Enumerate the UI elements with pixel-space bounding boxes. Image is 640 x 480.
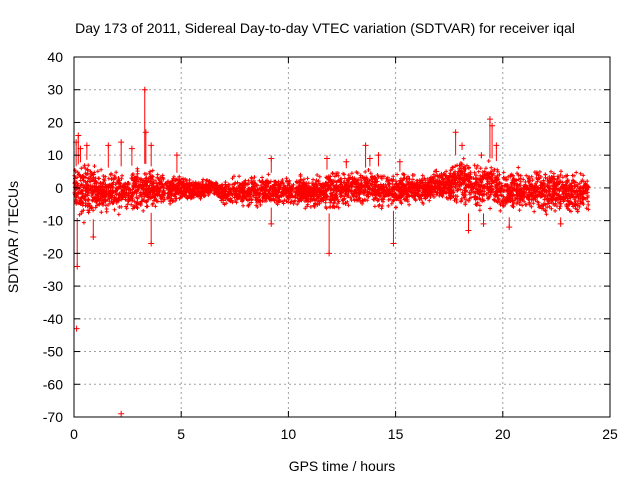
data-point <box>326 250 333 257</box>
data-point <box>142 129 149 136</box>
data-point <box>323 155 330 162</box>
data-point <box>118 139 125 146</box>
data-point <box>480 220 487 227</box>
data-point <box>268 155 275 162</box>
data-point <box>90 234 97 240</box>
y-axis-label: SDTVAR / TECUs <box>5 181 21 293</box>
data-point <box>478 152 485 159</box>
data-point <box>83 142 90 149</box>
y-tick-label: 30 <box>47 82 63 98</box>
data-point <box>396 158 403 165</box>
data-point <box>493 142 500 149</box>
x-tick-label: 25 <box>602 426 618 442</box>
grid-layer <box>74 57 610 417</box>
data-point <box>489 122 496 129</box>
data-point <box>141 86 148 93</box>
x-tick-label: 10 <box>281 426 297 442</box>
y-tick-label: -60 <box>43 376 63 392</box>
data-point <box>128 145 135 152</box>
y-tick-label: -70 <box>43 409 63 425</box>
y-tick-label: 20 <box>47 114 63 130</box>
data-point <box>77 145 84 152</box>
data-point <box>366 155 373 162</box>
data-point <box>105 142 112 149</box>
data-point <box>343 158 350 165</box>
data-point <box>452 129 459 136</box>
x-tick-label: 5 <box>177 426 185 442</box>
axis-ticks <box>73 56 611 418</box>
y-tick-label: 0 <box>55 180 63 196</box>
plot-frame <box>73 56 611 418</box>
data-point <box>486 116 493 123</box>
data-point <box>148 240 155 247</box>
data-point <box>173 152 180 159</box>
data-point <box>459 142 466 149</box>
data-points <box>72 86 591 417</box>
x-tick-label: 15 <box>388 426 404 442</box>
data-point <box>557 220 564 227</box>
data-point <box>433 168 440 175</box>
data-point <box>268 220 275 227</box>
data-point <box>118 410 125 417</box>
data-point <box>390 240 397 247</box>
x-tick-labels: 0 5 10 15 20 25 <box>70 426 618 442</box>
data-point <box>75 132 82 139</box>
y-tick-label: -40 <box>43 311 63 327</box>
chart-title: Day 173 of 2011, Sidereal Day-to-day VTE… <box>75 20 575 36</box>
y-tick-label: 10 <box>47 147 63 163</box>
data-point <box>74 263 81 270</box>
y-tick-label: 40 <box>47 49 63 65</box>
y-tick-label: -20 <box>43 245 63 261</box>
data-point <box>148 142 155 149</box>
data-point <box>362 142 369 149</box>
x-axis-label: GPS time / hours <box>289 458 396 474</box>
y-tick-labels: -70 -60 -50 -40 -30 -20 -10 0 10 20 30 40 <box>43 49 63 425</box>
data-point <box>506 224 513 231</box>
scatter-band <box>72 156 591 225</box>
y-tick-label: -30 <box>43 278 63 294</box>
data-point <box>375 152 382 159</box>
data-point <box>73 325 80 332</box>
x-tick-label: 0 <box>70 426 78 442</box>
x-tick-label: 20 <box>495 426 511 442</box>
y-tick-label: -50 <box>43 344 63 360</box>
data-point <box>465 227 472 234</box>
y-tick-label: -10 <box>43 213 63 229</box>
